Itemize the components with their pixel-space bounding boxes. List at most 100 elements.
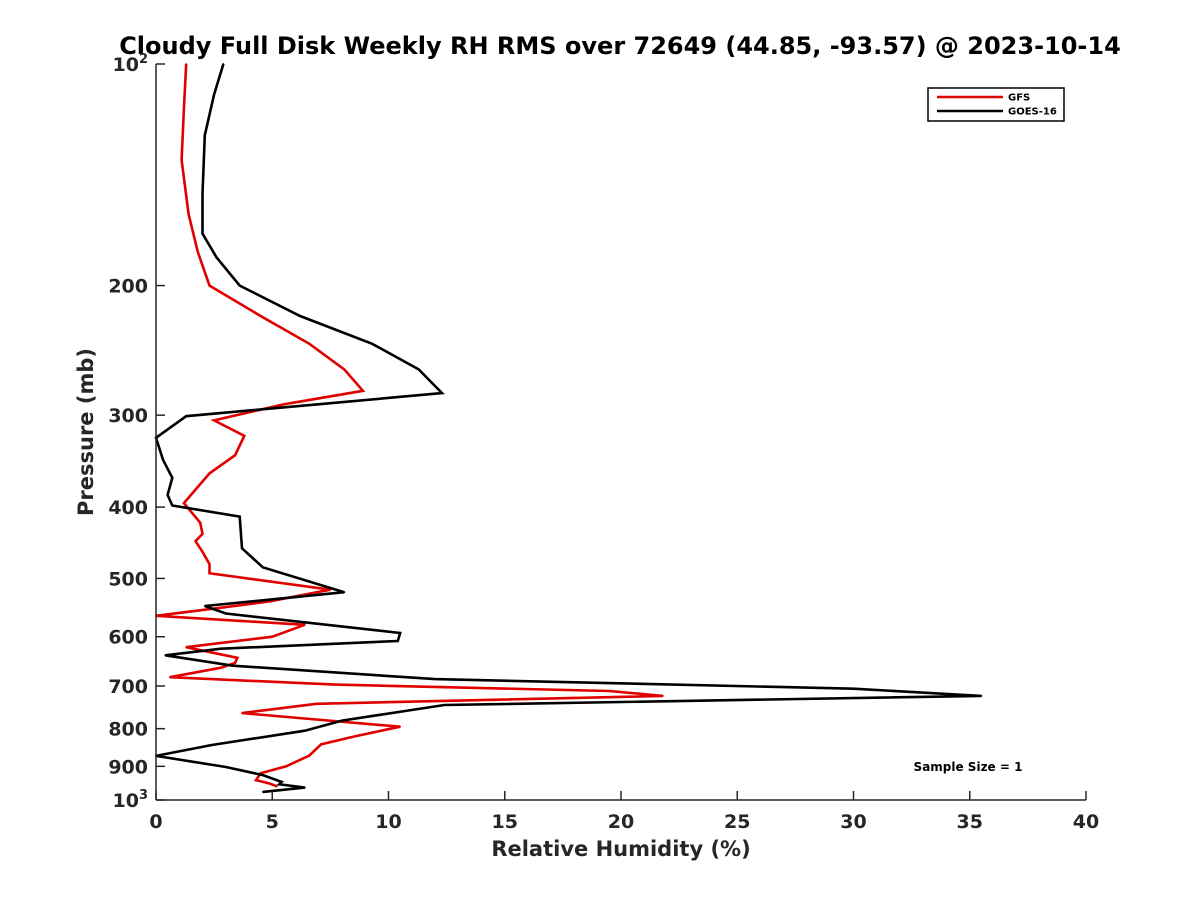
data-point-gfs-30 [234,661,237,664]
data-point-gfs-44 [255,779,257,782]
y-tick-label-0: 102 [113,52,149,76]
data-point-gfs-35 [662,695,664,697]
x-tick-label-2: 10 [375,811,401,833]
data-point-gfs-20 [208,563,211,565]
x-tick-label-7: 35 [957,811,983,833]
data-point-gfs-4 [196,251,199,253]
data-point-gfs-13 [234,454,237,457]
x-tick-label-0: 0 [149,811,162,833]
data-point-gfs-7 [308,342,311,345]
data-point-gfs-16 [199,521,202,524]
sample-size-annotation: Sample Size = 1 [914,760,1023,774]
data-point-goes-16-22 [224,612,227,615]
data-point-gfs-9 [362,389,364,392]
data-point-goes-16-11 [185,415,188,418]
y-tick-label-1: 200 [108,276,148,298]
data-point-goes-16-9 [417,368,420,371]
data-point-gfs-12 [243,434,246,437]
data-point-gfs-17 [201,533,204,535]
data-point-goes-16-24 [396,640,399,642]
series-line-goes-16 [154,63,982,794]
data-point-gfs-1 [183,107,185,110]
data-point-gfs-39 [352,735,355,738]
data-point-gfs-0 [185,63,188,65]
series-layer [154,63,983,794]
chart-title: Cloudy Full Disk Weekly RH RMS over 7264… [119,32,1121,60]
data-point-goes-16-27 [231,664,234,667]
data-point-goes-16-2 [203,134,206,137]
data-point-gfs-10 [283,403,285,406]
y-tick-label-7: 800 [108,719,148,741]
legend-label-gfs: GFS [1008,93,1030,104]
data-point-goes-16-23 [399,632,401,634]
data-point-goes-16-38 [280,781,283,783]
data-point-goes-16-15 [166,494,169,496]
data-point-gfs-2 [180,159,183,161]
x-tick-label-8: 40 [1073,811,1099,833]
x-tick-label-4: 20 [608,811,634,833]
data-point-gfs-46 [276,785,278,788]
data-point-goes-16-20 [343,591,346,594]
data-point-gfs-21 [208,572,211,575]
axes: 0 5 10 15 20 25 30 35 40 102 200 300 400 500 600 700 800… [108,52,1099,833]
data-point-goes-16-28 [434,678,436,680]
legend: GFS GOES-16 [927,87,1065,122]
data-point-goes-16-18 [241,547,243,550]
x-tick-label-3: 15 [492,811,518,833]
data-point-goes-16-8 [371,342,374,345]
data-point-gfs-18 [194,540,197,543]
data-point-gfs-28 [185,646,188,649]
data-point-goes-16-5 [215,256,218,259]
data-point-gfs-24 [220,606,223,609]
data-point-goes-16-41 [262,791,264,793]
data-point-goes-16-10 [441,392,443,394]
data-point-goes-16-16 [171,504,174,507]
y-tick-label-5: 600 [108,627,148,649]
x-tick-label-6: 30 [840,811,866,833]
data-point-goes-16-4 [201,232,204,235]
data-point-gfs-5 [208,284,211,287]
plot-area [156,64,1086,800]
data-point-gfs-19 [201,550,204,553]
y-tick-label-8: 900 [108,756,148,778]
data-point-goes-16-6 [238,284,241,287]
data-point-gfs-33 [334,683,336,686]
data-point-goes-16-3 [201,192,204,195]
data-point-goes-16-36 [224,766,227,768]
data-point-gfs-34 [608,690,611,692]
data-point-goes-16-21 [203,605,206,607]
data-point-goes-16-25 [220,647,223,650]
data-point-goes-16-31 [443,704,446,706]
x-axis-label: Relative Humidity (%) [491,837,750,861]
data-point-gfs-6 [259,315,262,317]
data-point-goes-16-26 [164,654,167,657]
data-point-gfs-36 [315,702,318,705]
y-axis-label: Pressure (mb) [74,348,98,516]
data-point-goes-16-39 [278,783,281,786]
y-tick-label-2: 300 [108,405,148,427]
data-point-gfs-31 [220,666,223,669]
data-point-gfs-8 [343,368,346,371]
data-point-goes-16-17 [238,515,241,518]
data-point-gfs-3 [187,213,190,216]
data-point-gfs-15 [183,502,185,504]
y-tick-label-4: 500 [108,568,148,590]
data-point-gfs-27 [271,635,274,638]
legend-box [927,87,1065,122]
legend-label-goes-16: GOES-16 [1008,107,1057,118]
data-point-goes-16-1 [213,93,216,96]
data-point-goes-16-40 [303,786,306,789]
data-point-gfs-42 [285,765,288,768]
y-tick-label-3: 400 [108,497,148,519]
data-point-goes-16-13 [162,458,164,461]
data-point-gfs-26 [303,623,306,626]
data-point-gfs-14 [208,472,211,475]
data-point-gfs-38 [399,725,401,728]
y-tick-label-9: 103 [113,788,149,812]
x-tick-label-5: 25 [724,811,750,833]
data-point-goes-16-30 [980,695,983,697]
data-point-goes-16-34 [210,744,213,746]
data-point-goes-16-14 [171,476,174,479]
x-tick-label-1: 5 [266,811,279,833]
